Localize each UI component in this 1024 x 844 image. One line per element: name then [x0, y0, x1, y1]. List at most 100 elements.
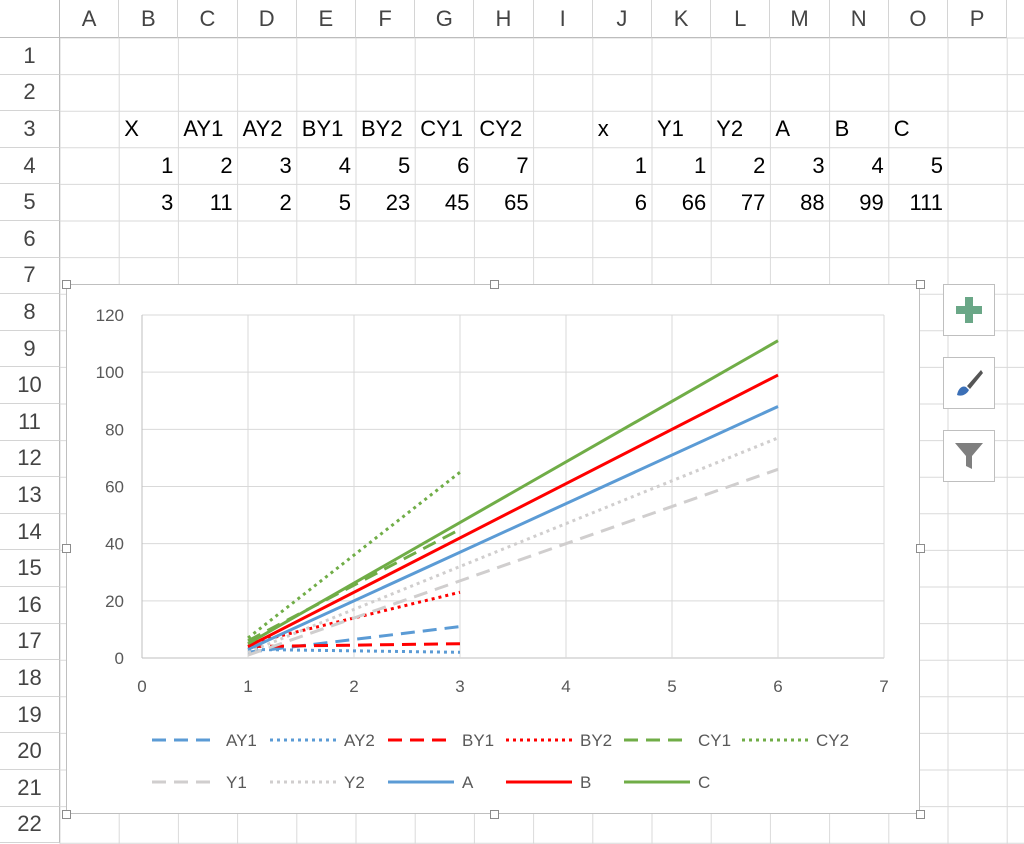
series-line-CY1 [247, 528, 461, 643]
cell-value[interactable]: 3 [279, 153, 292, 179]
cell-header[interactable]: x [597, 116, 609, 142]
cell-value[interactable]: 7 [516, 153, 529, 179]
column-header-D[interactable]: D [237, 0, 297, 38]
column-header-H[interactable]: H [474, 0, 534, 38]
cell-header[interactable]: BY2 [361, 116, 403, 142]
cell-header[interactable]: BY1 [301, 116, 344, 142]
row-header-13[interactable]: 13 [0, 477, 60, 514]
chart-area[interactable]: 0 20 40 60 80 100 120 0 1 2 3 4 5 6 7 AY1 AY2 BY1 BY2 CY1 CY… [66, 284, 920, 814]
column-header-M[interactable]: M [770, 0, 830, 38]
cell-value[interactable]: 6 [457, 153, 470, 179]
column-header-L[interactable]: L [711, 0, 771, 38]
cell-header[interactable]: AY1 [183, 116, 224, 142]
cell-value[interactable]: 1 [161, 153, 174, 179]
cell-value[interactable]: 5 [930, 153, 943, 179]
row-header-18[interactable]: 18 [0, 660, 60, 697]
column-header-F[interactable]: F [356, 0, 416, 38]
column-header-J[interactable]: J [592, 0, 652, 38]
column-header-I[interactable]: I [533, 0, 593, 38]
cell-value[interactable]: 4 [338, 153, 351, 179]
resize-handle[interactable] [62, 280, 71, 289]
row-header-3[interactable]: 3 [0, 111, 60, 148]
row-header-11[interactable]: 11 [0, 404, 60, 441]
column-header-A[interactable]: A [60, 0, 120, 38]
column-header-K[interactable]: K [652, 0, 712, 38]
cell-header[interactable]: CY1 [420, 116, 463, 142]
resize-handle[interactable] [490, 810, 499, 819]
row-header-15[interactable]: 15 [0, 550, 60, 587]
resize-handle[interactable] [62, 544, 71, 553]
row-header-1[interactable]: 1 [0, 38, 60, 75]
cell-header[interactable]: A [775, 116, 791, 142]
select-all-corner[interactable] [0, 0, 60, 38]
column-header-E[interactable]: E [296, 0, 356, 38]
cell-value[interactable]: 111 [909, 189, 943, 215]
cell-value[interactable]: 99 [859, 189, 884, 215]
y-tick-label: 120 [96, 306, 124, 325]
resize-handle[interactable] [916, 810, 925, 819]
column-header-O[interactable]: O [888, 0, 948, 38]
series-line-BY1 [247, 642, 461, 649]
resize-handle[interactable] [916, 544, 925, 553]
column-header-C[interactable]: C [178, 0, 238, 38]
cell-value[interactable]: 2 [220, 153, 233, 179]
column-header-P[interactable]: P [948, 0, 1008, 38]
cell-value[interactable]: 3 [161, 189, 174, 215]
cell-value[interactable]: 45 [444, 189, 470, 215]
legend-entry-A: A [462, 773, 474, 792]
cell-value[interactable]: 2 [279, 189, 292, 215]
cell-value[interactable]: 66 [681, 189, 707, 215]
row-header-7[interactable]: 7 [0, 257, 60, 295]
row-header-8[interactable]: 8 [0, 294, 60, 331]
row-header-12[interactable]: 12 [0, 440, 60, 478]
cell-header[interactable]: C [893, 116, 910, 142]
cell-value[interactable]: 2 [753, 153, 766, 179]
row-header-17[interactable]: 17 [0, 623, 60, 661]
row-header-5[interactable]: 5 [0, 184, 60, 221]
cell-header[interactable]: X [124, 116, 139, 142]
cell-value[interactable]: 5 [397, 153, 411, 179]
row-header-21[interactable]: 21 [0, 770, 60, 807]
column-header-G[interactable]: G [415, 0, 475, 38]
resize-handle[interactable] [916, 280, 925, 289]
row-header-2[interactable]: 2 [0, 74, 60, 112]
series-line-CY2 [247, 471, 461, 640]
row-header-10[interactable]: 10 [0, 367, 60, 404]
resize-handle[interactable] [62, 810, 71, 819]
cell-value[interactable]: 88 [800, 189, 825, 215]
row-header-22[interactable]: 22 [0, 806, 60, 844]
cell-value[interactable]: 1 [693, 153, 707, 179]
cell-header[interactable]: CY2 [479, 116, 523, 142]
row-header-16[interactable]: 16 [0, 587, 60, 624]
row-header-14[interactable]: 14 [0, 513, 60, 551]
series-line-AY2 [247, 647, 461, 654]
cell-header[interactable]: AY2 [242, 116, 283, 142]
row-header-6[interactable]: 6 [0, 221, 60, 258]
legend-entry-Y1: Y1 [226, 773, 247, 792]
x-tick-label: 7 [879, 677, 888, 696]
cell-value[interactable]: 11 [209, 189, 233, 215]
cell-value[interactable]: 4 [871, 153, 884, 179]
row-header-19[interactable]: 19 [0, 696, 60, 734]
cell-value[interactable]: 3 [812, 153, 825, 179]
cell-value[interactable]: 23 [385, 189, 411, 215]
cell-value[interactable]: 6 [634, 189, 647, 215]
chart-elements-button[interactable] [943, 284, 995, 336]
column-header-N[interactable]: N [829, 0, 889, 38]
row-header-4[interactable]: 4 [0, 147, 60, 185]
cell-header[interactable]: Y2 [716, 116, 744, 142]
chart-styles-button[interactable] [943, 357, 995, 409]
x-tick-label: 0 [137, 677, 146, 696]
row-header-20[interactable]: 20 [0, 733, 60, 770]
column-header-B[interactable]: B [119, 0, 179, 38]
cell-value[interactable]: 65 [504, 189, 529, 215]
resize-handle[interactable] [490, 280, 499, 289]
cell-header[interactable]: Y1 [657, 116, 684, 142]
cell-value[interactable]: 5 [338, 189, 351, 215]
cell-header[interactable]: B [834, 116, 850, 142]
row-header-9[interactable]: 9 [0, 330, 60, 368]
chart-filters-button[interactable] [943, 430, 995, 482]
cell-value[interactable]: 77 [740, 189, 766, 215]
cell-value[interactable]: 1 [634, 153, 647, 179]
